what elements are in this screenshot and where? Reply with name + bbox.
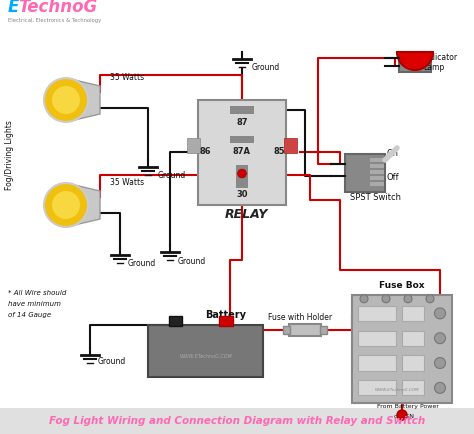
Wedge shape [397,52,433,70]
Text: Fog/Driving Lights: Fog/Driving Lights [6,120,15,190]
Text: Electrical, Electronics & Technology: Electrical, Electronics & Technology [8,18,101,23]
Bar [370,182,384,186]
Bar [358,355,396,371]
Bar [370,170,384,174]
Text: E: E [8,0,19,16]
Bar [370,158,384,162]
Text: of 14 Gauge: of 14 Gauge [8,312,51,318]
Text: 35 Watts: 35 Watts [110,178,144,187]
Bar [402,380,424,395]
Bar [352,295,452,403]
Text: have minimum: have minimum [8,301,61,307]
Text: Indicator: Indicator [423,53,457,62]
Text: RELAY: RELAY [225,208,268,221]
Text: Fuse Box: Fuse Box [379,281,425,290]
Circle shape [360,295,368,303]
Text: 86: 86 [199,147,211,156]
Text: Fuse with Holder: Fuse with Holder [268,313,332,322]
Bar [358,331,396,346]
Bar [0,408,474,434]
Circle shape [382,295,390,303]
Bar [283,326,290,334]
Bar [370,176,384,180]
Text: From Battery Power: From Battery Power [377,404,439,409]
Circle shape [237,169,246,178]
Circle shape [435,308,446,319]
Bar [198,100,286,205]
Polygon shape [66,183,100,227]
Bar [187,138,200,152]
Bar [219,316,233,326]
Circle shape [404,295,412,303]
Polygon shape [66,78,100,122]
Circle shape [397,410,407,420]
Text: Ground: Ground [98,358,126,366]
Text: Ground: Ground [128,259,156,267]
Text: Off: Off [387,173,400,182]
Bar [345,154,385,192]
Bar [284,138,297,152]
Bar [320,326,327,334]
Text: or IGN: or IGN [394,414,414,419]
Text: Ground: Ground [252,63,280,72]
Circle shape [44,78,88,122]
Bar [370,164,384,168]
Text: Battery: Battery [205,310,246,320]
Circle shape [435,382,446,393]
Text: WWW.ETechnoG.COM: WWW.ETechnoG.COM [179,354,232,358]
Bar [358,306,396,321]
Text: On: On [387,149,399,158]
Bar [148,325,263,377]
Text: Lamp: Lamp [423,63,444,72]
Bar [230,136,255,143]
Text: Ground: Ground [178,256,206,266]
Text: 35 Watts: 35 Watts [110,73,144,82]
Bar [358,380,396,395]
Circle shape [52,86,80,114]
Text: TechnoG: TechnoG [18,0,97,16]
Circle shape [44,183,88,227]
Circle shape [435,358,446,368]
Text: 30: 30 [236,190,248,199]
Text: * All Wire should: * All Wire should [8,290,66,296]
Bar [230,106,255,114]
Text: 87: 87 [236,118,248,127]
Circle shape [426,295,434,303]
Bar [169,316,182,326]
Text: 85: 85 [273,147,285,156]
Text: Ground: Ground [158,171,186,181]
Bar [402,331,424,346]
Bar [236,165,248,188]
Bar [402,306,424,321]
Text: SPST Switch: SPST Switch [350,193,401,202]
Text: 87A: 87A [233,147,251,156]
Text: WWW.ETechnoG.COM: WWW.ETechnoG.COM [375,388,419,392]
Text: Fog Light Wiring and Connection Diagram with Relay and Switch: Fog Light Wiring and Connection Diagram … [49,416,425,426]
Circle shape [52,191,80,219]
Circle shape [435,333,446,344]
Bar [402,355,424,371]
Bar [289,324,321,336]
Bar [399,52,431,72]
